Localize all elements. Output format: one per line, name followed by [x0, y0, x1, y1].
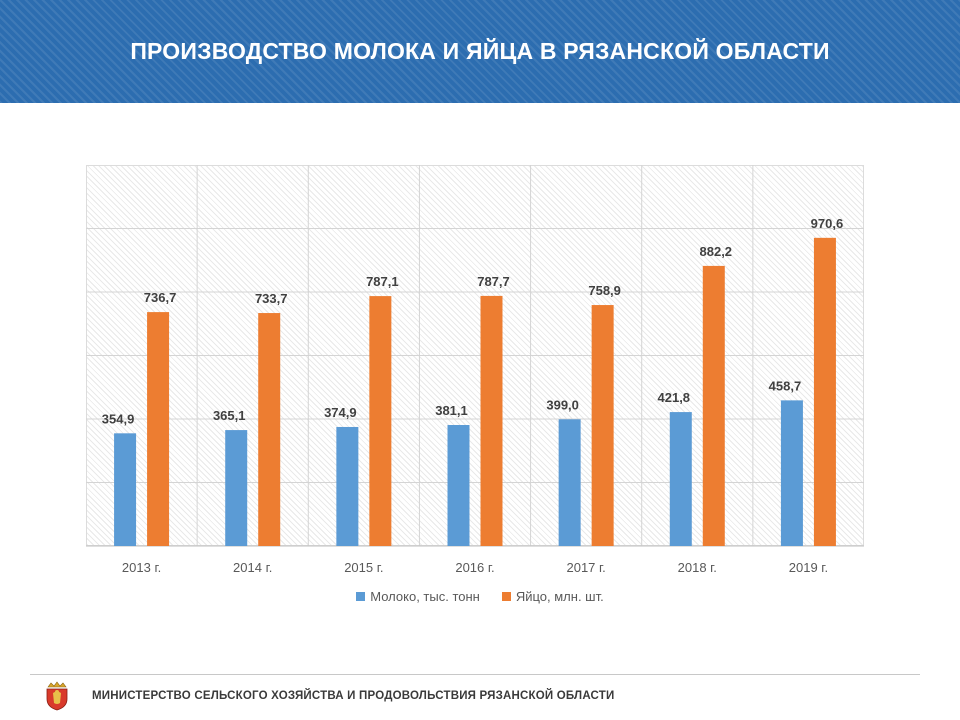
data-label-eggs: 758,9	[588, 283, 621, 298]
bar-eggs	[480, 295, 503, 546]
legend-label-milk: Молоко, тыс. тонн	[370, 589, 480, 604]
footer: МИНИСТЕРСТВО СЕЛЬСКОГО ХОЗЯЙСТВА И ПРОДО…	[44, 681, 615, 711]
bar-milk	[780, 400, 803, 546]
data-label-milk: 365,1	[213, 408, 246, 423]
bar-milk	[336, 426, 359, 546]
footer-divider	[30, 674, 920, 675]
coat-of-arms-icon	[46, 681, 68, 711]
bar-milk	[558, 419, 581, 546]
page-title: ПРОИЗВОДСТВО МОЛОКА И ЯЙЦА В РЯЗАНСКОЙ О…	[130, 38, 830, 64]
x-tick-label: 2014 г.	[233, 560, 272, 575]
bar-milk	[225, 430, 248, 546]
footer-ministry-name: МИНИСТЕРСТВО СЕЛЬСКОГО ХОЗЯЙСТВА И ПРОДО…	[92, 690, 615, 702]
bar-milk	[114, 433, 137, 546]
bar-eggs	[147, 312, 170, 546]
x-tick-label: 2017 г.	[566, 560, 605, 575]
bar-eggs	[258, 313, 281, 546]
legend-item-eggs: Яйцо, млн. шт.	[501, 589, 604, 604]
x-tick-label: 2015 г.	[344, 560, 383, 575]
x-tick-label: 2013 г.	[122, 560, 161, 575]
x-tick-label: 2016 г.	[455, 560, 494, 575]
chart-legend: Молоко, тыс. тонн Яйцо, млн. шт.	[0, 589, 960, 604]
legend-swatch-milk	[356, 592, 366, 601]
data-label-eggs: 787,1	[366, 274, 399, 289]
legend-label-eggs: Яйцо, млн. шт.	[515, 589, 604, 604]
data-label-milk: 399,0	[546, 397, 579, 412]
bar-chart: 354,9 736,7 2013 г. 365,1 733,7 2014 г. 374,9 7…	[86, 165, 864, 575]
bar-eggs	[591, 305, 614, 546]
legend-item-milk: Молоко, тыс. тонн	[356, 589, 480, 604]
bar-eggs	[369, 296, 392, 546]
bar-milk	[669, 412, 692, 546]
data-label-milk: 381,1	[435, 403, 468, 418]
data-label-eggs: 882,2	[700, 244, 733, 259]
legend-swatch-eggs	[501, 592, 511, 601]
data-label-eggs: 733,7	[255, 291, 288, 306]
x-tick-label: 2019 г.	[789, 560, 828, 575]
bar-milk	[447, 425, 470, 546]
bar-eggs	[702, 265, 725, 546]
data-label-eggs: 787,7	[477, 274, 510, 289]
data-label-eggs: 970,6	[811, 216, 844, 231]
data-label-milk: 354,9	[102, 411, 135, 426]
title-banner: ПРОИЗВОДСТВО МОЛОКА И ЯЙЦА В РЯЗАНСКОЙ О…	[0, 0, 960, 103]
data-label-milk: 421,8	[658, 390, 691, 405]
data-label-milk: 458,7	[769, 378, 802, 393]
x-tick-label: 2018 г.	[678, 560, 717, 575]
bar-eggs	[813, 237, 836, 546]
data-label-eggs: 736,7	[144, 290, 177, 305]
data-label-milk: 374,9	[324, 405, 357, 420]
